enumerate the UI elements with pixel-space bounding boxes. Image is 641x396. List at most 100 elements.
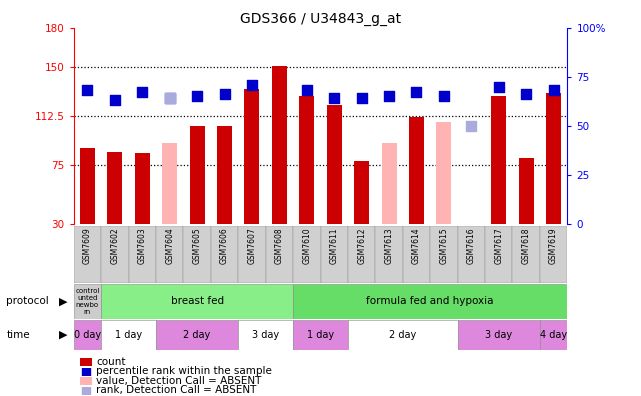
Point — [165, 95, 175, 101]
Bar — [190, 126, 204, 224]
Point — [466, 122, 476, 129]
Text: GSM7619: GSM7619 — [549, 227, 558, 264]
Bar — [183, 226, 211, 283]
Point — [494, 83, 504, 89]
Point — [165, 95, 175, 101]
Bar — [293, 226, 320, 283]
Text: ▶: ▶ — [59, 330, 67, 340]
Bar — [293, 320, 348, 350]
Text: 4 day: 4 day — [540, 330, 567, 340]
Text: GSM7610: GSM7610 — [303, 227, 312, 264]
Point — [356, 95, 367, 101]
Bar — [320, 226, 348, 283]
Bar — [107, 152, 122, 224]
Text: GSM7609: GSM7609 — [83, 227, 92, 264]
Bar — [265, 226, 293, 283]
Bar — [101, 320, 156, 350]
Bar — [327, 105, 342, 224]
Bar — [74, 320, 101, 350]
Text: 0 day: 0 day — [74, 330, 101, 340]
Text: formula fed and hypoxia: formula fed and hypoxia — [367, 296, 494, 307]
Text: 3 day: 3 day — [252, 330, 279, 340]
Bar — [519, 158, 534, 224]
Text: control
unted
newbo
rn: control unted newbo rn — [75, 288, 99, 315]
Bar — [211, 226, 238, 283]
Bar — [540, 320, 567, 350]
Bar — [348, 320, 458, 350]
Bar — [293, 284, 567, 319]
Text: GSM7604: GSM7604 — [165, 227, 174, 264]
Text: GSM7603: GSM7603 — [138, 227, 147, 264]
Bar — [238, 226, 265, 283]
Bar — [376, 226, 403, 283]
Text: GSM7616: GSM7616 — [467, 227, 476, 264]
Bar — [74, 226, 101, 283]
Text: 2 day: 2 day — [389, 330, 417, 340]
Text: 3 day: 3 day — [485, 330, 512, 340]
Bar — [238, 320, 293, 350]
Point — [438, 93, 449, 99]
Bar — [348, 226, 376, 283]
Bar — [546, 93, 561, 224]
Bar — [217, 126, 232, 224]
Text: rank, Detection Call = ABSENT: rank, Detection Call = ABSENT — [96, 385, 256, 396]
Text: GSM7611: GSM7611 — [329, 227, 338, 264]
Text: GSM7608: GSM7608 — [275, 227, 284, 264]
Text: GSM7612: GSM7612 — [357, 227, 366, 264]
Point — [81, 387, 91, 394]
Point — [219, 91, 229, 97]
Point — [247, 82, 257, 88]
Text: GSM7607: GSM7607 — [247, 227, 256, 264]
Bar — [512, 226, 540, 283]
Bar — [299, 96, 314, 224]
Bar — [101, 284, 293, 319]
Bar — [491, 96, 506, 224]
Bar — [101, 226, 129, 283]
Text: GDS366 / U34843_g_at: GDS366 / U34843_g_at — [240, 12, 401, 26]
Text: value, Detection Call = ABSENT: value, Detection Call = ABSENT — [96, 376, 262, 386]
Point — [137, 89, 147, 95]
Point — [82, 87, 92, 93]
Point — [329, 95, 339, 101]
Bar — [162, 143, 177, 224]
Point — [521, 91, 531, 97]
Text: GSM7606: GSM7606 — [220, 227, 229, 264]
Text: GSM7605: GSM7605 — [192, 227, 202, 264]
Point — [81, 368, 91, 375]
Bar — [403, 226, 430, 283]
Bar — [437, 122, 451, 224]
Bar — [156, 226, 183, 283]
Text: breast fed: breast fed — [171, 296, 224, 307]
Text: GSM7618: GSM7618 — [522, 227, 531, 264]
Text: percentile rank within the sample: percentile rank within the sample — [96, 366, 272, 377]
Point — [384, 93, 394, 99]
Bar — [485, 226, 512, 283]
Text: protocol: protocol — [6, 296, 49, 307]
Text: GSM7613: GSM7613 — [385, 227, 394, 264]
Text: 1 day: 1 day — [115, 330, 142, 340]
Point — [192, 93, 203, 99]
Point — [302, 87, 312, 93]
Bar — [272, 66, 287, 224]
Text: GSM7617: GSM7617 — [494, 227, 503, 264]
Point — [412, 89, 422, 95]
Bar — [244, 89, 260, 224]
Point — [110, 97, 120, 103]
Text: GSM7614: GSM7614 — [412, 227, 421, 264]
Text: time: time — [6, 330, 30, 340]
Bar — [458, 320, 540, 350]
Text: GSM7602: GSM7602 — [110, 227, 119, 264]
Text: ▶: ▶ — [59, 296, 67, 307]
Bar — [464, 224, 479, 240]
Bar — [80, 148, 95, 224]
Bar — [354, 161, 369, 224]
Bar — [430, 226, 458, 283]
Bar — [458, 226, 485, 283]
Bar — [409, 116, 424, 224]
Bar — [381, 143, 397, 224]
Bar — [540, 226, 567, 283]
Text: 2 day: 2 day — [183, 330, 211, 340]
Text: count: count — [96, 357, 126, 367]
Bar — [135, 153, 150, 224]
Point — [549, 87, 559, 93]
